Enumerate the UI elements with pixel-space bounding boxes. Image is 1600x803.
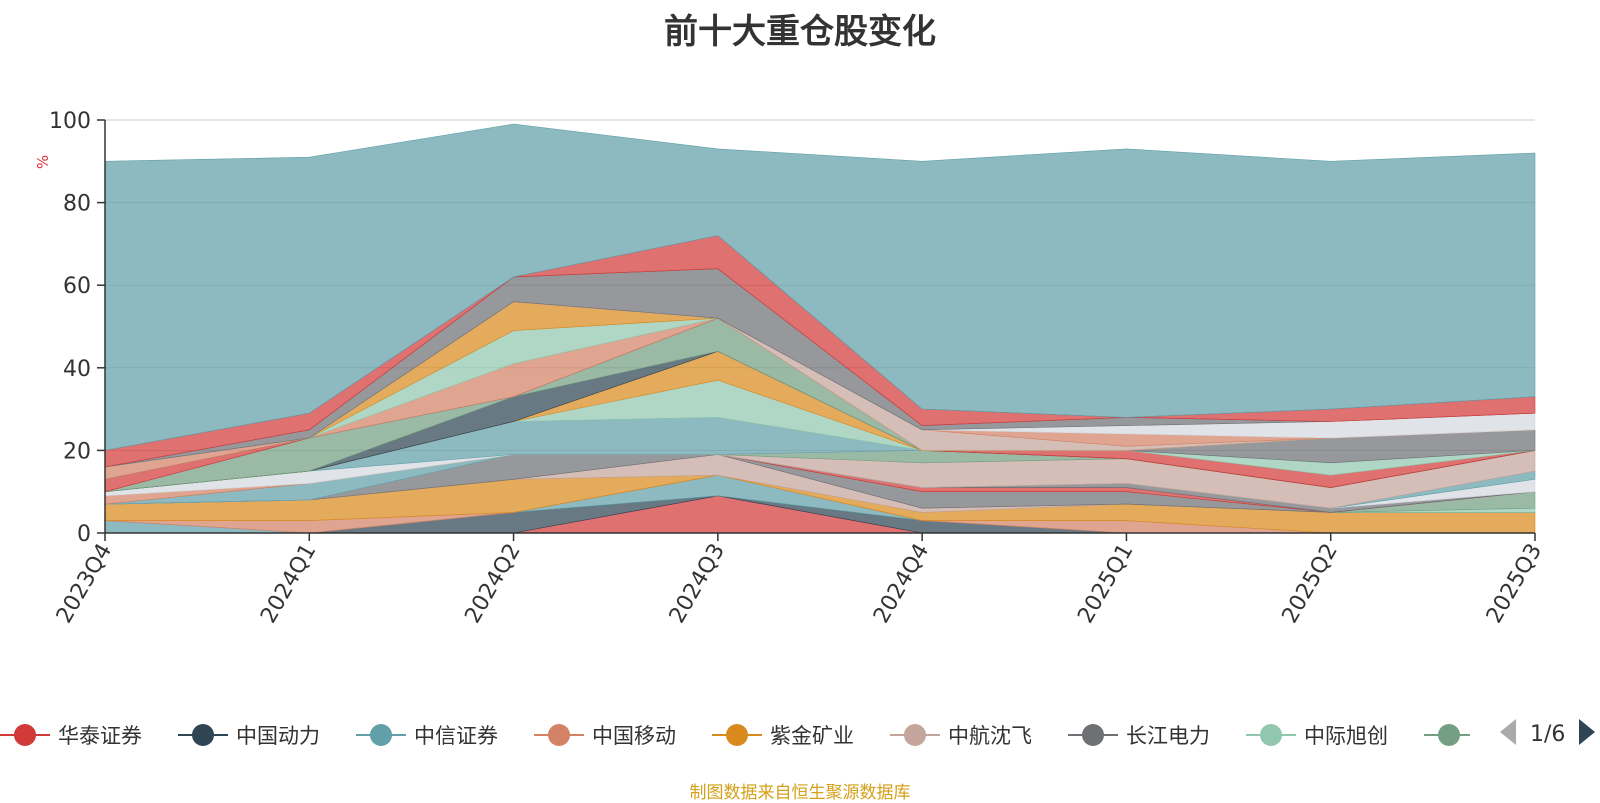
x-tick-label: 2025Q1	[1073, 540, 1138, 628]
legend: 华泰证券 中国动力 中信证券 中国移动 紫金矿业 中航沈飞 长江电力 中际旭创 隧道股份	[0, 718, 1470, 752]
x-tick-label: 2024Q2	[460, 540, 525, 628]
legend-label: 中信证券	[414, 724, 498, 748]
x-tick-label: 2023Q4	[52, 540, 117, 628]
legend-marker-icon	[356, 724, 406, 746]
legend-pager: 1/6	[1498, 716, 1597, 752]
x-tick-label: 2025Q3	[1482, 540, 1547, 628]
legend-marker-icon	[178, 724, 228, 746]
legend-item[interactable]: 紫金矿业	[712, 718, 854, 752]
legend-item[interactable]: 中航沈飞	[890, 718, 1032, 752]
legend-item[interactable]: 中际旭创	[1246, 718, 1388, 752]
legend-marker-icon	[1246, 724, 1296, 746]
legend-marker-icon	[0, 724, 50, 746]
legend-item[interactable]: 华泰证券	[0, 718, 142, 752]
y-axis-label: %	[34, 155, 52, 169]
legend-page-indicator: 1/6	[1530, 721, 1566, 747]
legend-prev-icon[interactable]	[1498, 717, 1518, 751]
area-其他[interactable]	[104, 123, 1536, 451]
y-tick-label: 60	[63, 274, 91, 299]
legend-item[interactable]: 隧道股份	[1424, 718, 1470, 752]
legend-marker-icon	[534, 724, 584, 746]
x-tick-label: 2024Q4	[869, 540, 934, 628]
legend-label: 中国移动	[592, 724, 676, 748]
legend-item[interactable]: 长江电力	[1068, 718, 1210, 752]
legend-marker-icon	[1424, 724, 1470, 746]
legend-marker-icon	[890, 724, 940, 746]
legend-marker-icon	[712, 724, 762, 746]
legend-label: 紫金矿业	[770, 724, 854, 748]
y-tick-label: 100	[49, 109, 91, 134]
source-note: 制图数据来自恒生聚源数据库	[689, 783, 911, 803]
legend-next-icon[interactable]	[1577, 717, 1597, 751]
area-series-layer	[104, 123, 1536, 534]
y-tick-label: 80	[63, 192, 91, 217]
legend-label: 中际旭创	[1304, 724, 1388, 748]
x-tick-label: 2024Q3	[665, 540, 730, 628]
legend-marker-icon	[1068, 724, 1118, 746]
chart-title: 前十大重仓股变化	[664, 12, 936, 52]
y-tick-label: 20	[63, 439, 91, 464]
legend-label: 长江电力	[1126, 724, 1210, 748]
legend-label: 中国动力	[236, 724, 320, 748]
y-tick-label: 40	[63, 357, 91, 382]
legend-label: 中航沈飞	[948, 724, 1032, 748]
legend-item[interactable]: 中国移动	[534, 718, 676, 752]
x-tick-label: 2024Q1	[256, 540, 321, 628]
legend-item[interactable]: 中信证券	[356, 718, 498, 752]
legend-item[interactable]: 中国动力	[178, 718, 320, 752]
x-tick-label: 2025Q2	[1278, 540, 1343, 628]
legend-label: 华泰证券	[58, 724, 142, 748]
y-tick-label: 0	[77, 522, 91, 547]
